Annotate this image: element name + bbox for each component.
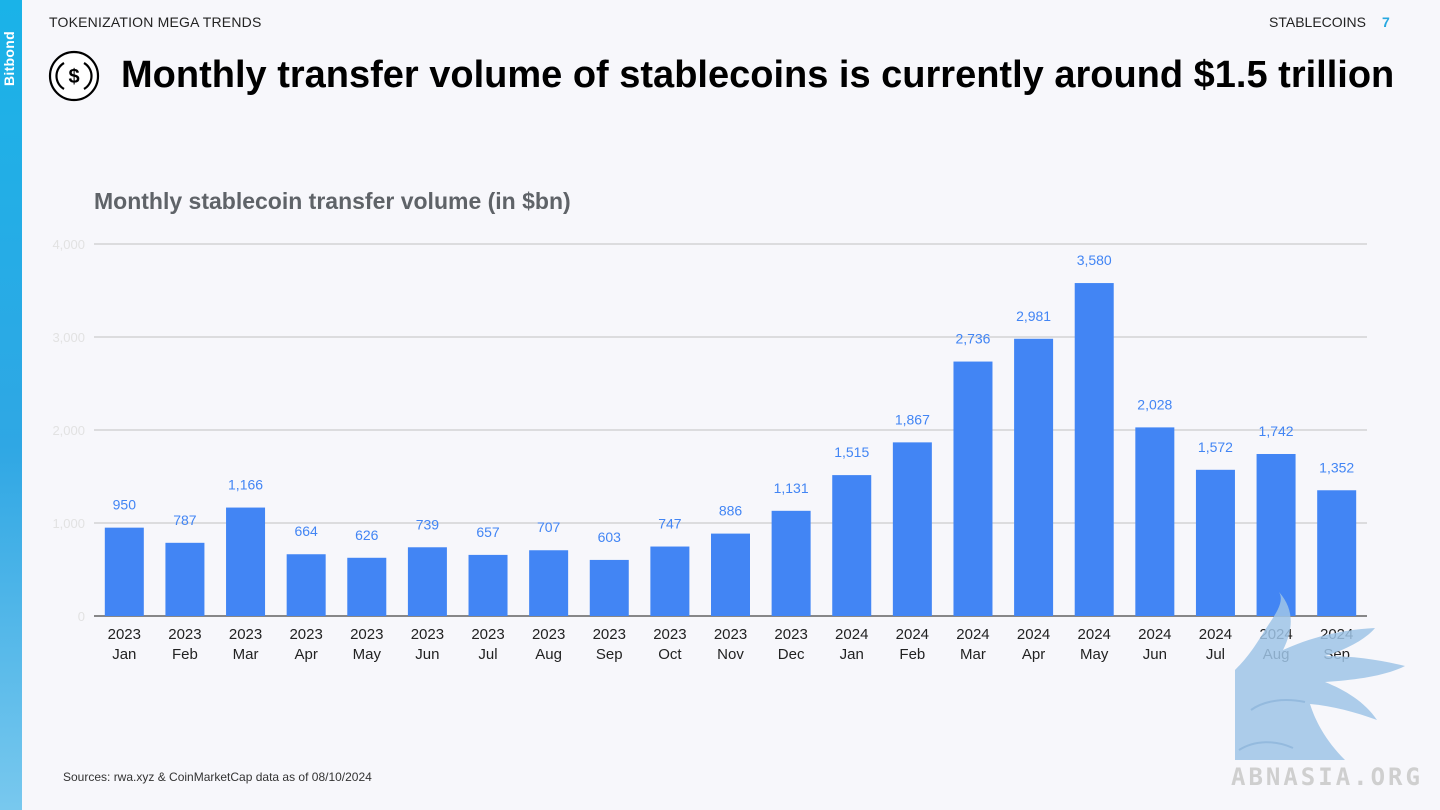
bar (589, 559, 629, 616)
data-label: 664 (294, 523, 318, 539)
bar (468, 554, 508, 616)
dollar-coin-icon: $ (48, 50, 100, 102)
data-label: 657 (476, 524, 500, 540)
bar (650, 546, 690, 616)
griffin-logo-watermark (1235, 592, 1405, 760)
x-tick-label: 2023 Jul (471, 626, 504, 663)
bar (892, 442, 932, 616)
data-label: 1,742 (1259, 423, 1294, 439)
y-tick-label: 4,000 (52, 237, 85, 252)
bar (953, 361, 993, 616)
page-number: 7 (1382, 14, 1390, 30)
bar (711, 533, 750, 616)
data-label: 707 (537, 519, 561, 535)
data-label: 1,352 (1319, 459, 1354, 475)
x-tick-label: 2023 Jun (411, 626, 444, 663)
bar (1195, 469, 1235, 616)
x-tick-label: 2024 Mar (956, 626, 989, 663)
source-note: Sources: rwa.xyz & CoinMarketCap data as… (63, 770, 372, 784)
bar (529, 550, 569, 616)
x-tick-label: 2023 Oct (653, 626, 686, 663)
data-label: 603 (598, 529, 622, 545)
bar (1317, 490, 1357, 616)
data-label: 1,131 (774, 480, 809, 496)
x-tick-label: 2024 Feb (896, 626, 929, 663)
svg-text:$: $ (68, 66, 79, 88)
x-tick-label: 2023 Sep (593, 626, 626, 663)
section-label: STABLECOINS (1269, 14, 1366, 30)
x-tick-label: 2023 Apr (289, 626, 322, 663)
data-label: 1,572 (1198, 439, 1233, 455)
x-tick-label: 2023 Dec (774, 626, 807, 663)
data-label: 2,736 (955, 331, 990, 347)
x-tick-label: 2024 Jun (1138, 626, 1171, 663)
bar (1014, 338, 1054, 616)
y-tick-label: 1,000 (52, 516, 85, 531)
data-label: 886 (719, 503, 743, 519)
bar (771, 510, 811, 616)
data-label: 1,867 (895, 411, 930, 427)
bar (104, 527, 144, 616)
bar (1135, 427, 1175, 616)
x-tick-label: 2024 May (1078, 626, 1111, 663)
x-tick-label: 2024 Apr (1017, 626, 1050, 663)
data-label: 739 (416, 516, 440, 532)
bar (832, 475, 872, 616)
x-tick-label: 2023 Mar (229, 626, 262, 663)
x-tick-label: 2024 Jan (835, 626, 868, 663)
x-tick-label: 2023 Aug (532, 626, 565, 663)
data-label: 1,515 (834, 444, 869, 460)
bar (407, 547, 447, 616)
bar-chart: 0 1,000 2,000 3,000 4,000 950 2023 Jan 787 2023 Fe… (52, 237, 1367, 663)
data-label: 1,166 (228, 477, 263, 493)
data-label: 626 (355, 527, 379, 543)
data-label: 950 (113, 497, 137, 513)
data-label: 747 (658, 516, 682, 532)
y-tick-label: 3,000 (52, 330, 85, 345)
x-tick-label: 2023 Jan (108, 626, 141, 663)
watermark-text: ABNASIA.ORG (1231, 763, 1423, 791)
x-tick-label: 2024 Jul (1199, 626, 1232, 663)
data-label: 2,028 (1137, 396, 1172, 412)
report-title: TOKENIZATION MEGA TRENDS (49, 14, 262, 30)
bar (165, 542, 205, 616)
bar (226, 507, 266, 616)
x-tick-label: 2023 May (350, 626, 383, 663)
page-title: Monthly transfer volume of stablecoins i… (121, 54, 1395, 96)
bar (1074, 283, 1114, 616)
bar (1256, 453, 1296, 616)
data-label: 787 (173, 512, 197, 528)
chart-title: Monthly stablecoin transfer volume (in $… (94, 188, 571, 214)
y-tick-label: 0 (78, 609, 85, 624)
data-label: 2,981 (1016, 308, 1051, 324)
y-tick-label: 2,000 (52, 423, 85, 438)
x-tick-label: 2023 Nov (714, 626, 747, 663)
data-label: 3,580 (1077, 252, 1112, 268)
brand-side-bar: Bitbond (0, 0, 22, 810)
bar (286, 554, 326, 616)
x-tick-label: 2023 Feb (168, 626, 201, 663)
bar (347, 557, 387, 616)
